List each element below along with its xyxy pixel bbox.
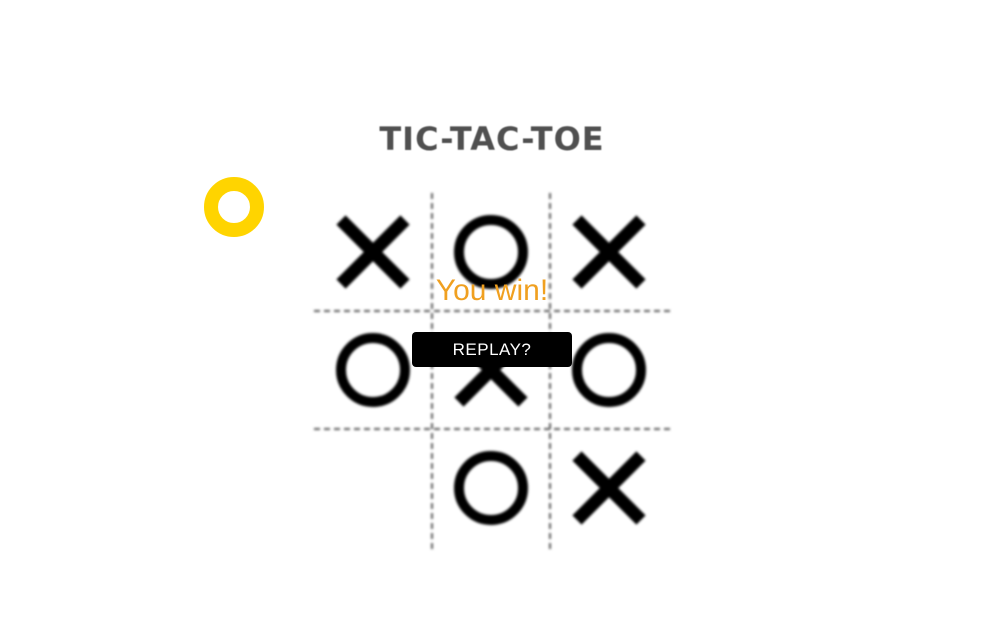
board-cell-8[interactable] [432, 429, 550, 547]
replay-button[interactable]: REPLAY? [412, 332, 572, 367]
grid-line-vertical-2 [549, 193, 551, 549]
grid-line-horizontal-2 [314, 428, 670, 430]
board-cell-1[interactable] [314, 193, 432, 311]
grid-line-vertical-1 [431, 193, 433, 549]
turn-indicator-o-icon [204, 177, 264, 237]
board-cell-6[interactable] [550, 311, 668, 429]
board-cell-2[interactable] [432, 193, 550, 311]
x-mark-icon [572, 451, 646, 525]
o-mark-icon [336, 333, 410, 407]
x-mark-icon [336, 215, 410, 289]
grid-line-horizontal-1 [314, 310, 670, 312]
game-title: TIC-TAC-TOE [379, 120, 605, 158]
x-mark-icon [572, 215, 646, 289]
board-cell-3[interactable] [550, 193, 668, 311]
result-message: You win! [435, 274, 549, 307]
board-cell-9[interactable] [550, 429, 668, 547]
o-mark-icon [454, 451, 528, 525]
o-mark-icon [572, 333, 646, 407]
board-cell-4[interactable] [314, 311, 432, 429]
o-mark-icon [454, 215, 528, 289]
